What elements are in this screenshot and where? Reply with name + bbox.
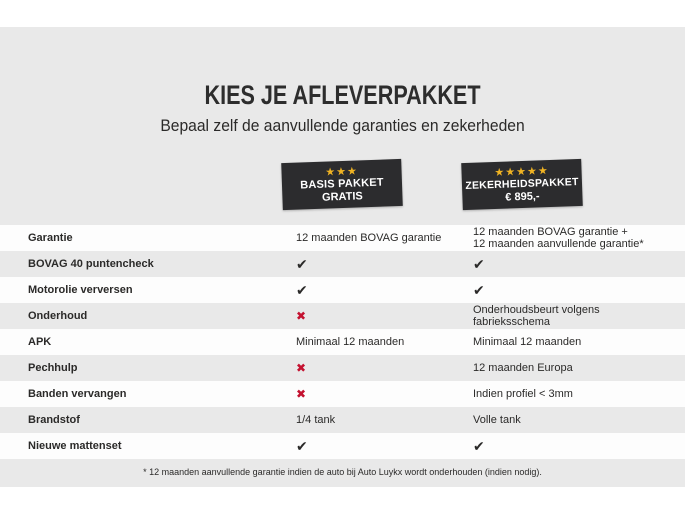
page-subtitle: Bepaal zelf de aanvullende garanties en …: [160, 116, 525, 135]
row-label: APK: [28, 336, 52, 348]
table-row-banden: Banden vervangen ✖ Indien profiel < 3mm: [0, 381, 685, 407]
comparison-table: Garantie 12 maanden BOVAG garantie 12 ma…: [0, 225, 685, 485]
package-badge-zekerheid: ★★★★★ ZEKERHEIDSPAKKET € 895,-: [461, 158, 583, 211]
check-icon: ✔: [473, 256, 485, 272]
check-icon: ✔: [473, 438, 485, 454]
cell-basis: ✖: [296, 303, 466, 329]
package-badge-basis: ★★★ BASIS PAKKET GRATIS: [281, 158, 403, 211]
row-label: Onderhoud: [28, 310, 88, 322]
table-row-onderhoud: Onderhoud ✖ Onderhoudsbeurt volgens fabr…: [0, 303, 685, 329]
row-label: BOVAG 40 puntencheck: [28, 258, 154, 270]
table-row-motorolie: Motorolie verversen ✔ ✔: [0, 277, 685, 303]
check-icon: ✔: [296, 256, 308, 272]
table-row-apk: APK Minimaal 12 maanden Minimaal 12 maan…: [0, 329, 685, 355]
check-icon: ✔: [296, 438, 308, 454]
table-row-puntencheck: BOVAG 40 puntencheck ✔ ✔: [0, 251, 685, 277]
cell-zekerheid: ✔: [473, 277, 673, 303]
cell-zekerheid: ✔: [473, 433, 673, 459]
cross-icon: ✖: [296, 387, 307, 401]
table-row-pechhulp: Pechhulp ✖ 12 maanden Europa: [0, 355, 685, 381]
cell-zekerheid: Onderhoudsbeurt volgens fabrieksschema: [473, 304, 600, 328]
cell-basis: 1/4 tank: [296, 414, 336, 426]
table-row-brandstof: Brandstof 1/4 tank Volle tank: [0, 407, 685, 433]
cell-basis: ✔: [296, 433, 466, 459]
cell-zekerheid: Minimaal 12 maanden: [473, 336, 582, 348]
footnote-text: * 12 maanden aanvullende garantie indien…: [143, 467, 542, 477]
row-label: Nieuwe mattenset: [28, 440, 122, 452]
cell-zekerheid: ✔: [473, 251, 673, 277]
content-background: [0, 27, 685, 487]
row-label: Brandstof: [28, 414, 80, 426]
cell-zekerheid: 12 maanden Europa: [473, 362, 573, 374]
cell-basis: ✔: [296, 277, 466, 303]
row-label: Pechhulp: [28, 362, 78, 374]
cell-basis: 12 maanden BOVAG garantie: [296, 232, 442, 244]
cell-basis: ✖: [296, 381, 466, 407]
footnote-row: * 12 maanden aanvullende garantie indien…: [0, 459, 685, 485]
page-title: KIES JE AFLEVERPAKKET: [204, 80, 481, 110]
cell-basis: Minimaal 12 maanden: [296, 336, 405, 348]
cell-zekerheid: Volle tank: [473, 414, 521, 426]
check-icon: ✔: [473, 282, 485, 298]
cross-icon: ✖: [296, 309, 307, 323]
row-label: Banden vervangen: [28, 388, 127, 400]
package-price: GRATIS: [321, 189, 363, 204]
cell-zekerheid: Indien profiel < 3mm: [473, 388, 573, 400]
row-label: Motorolie verversen: [28, 284, 133, 296]
cell-basis: ✔: [296, 251, 466, 277]
cell-basis: ✖: [296, 355, 466, 381]
cell-zekerheid: 12 maanden BOVAG garantie + 12 maanden a…: [473, 226, 644, 250]
package-price: € 895,-: [505, 189, 540, 204]
cross-icon: ✖: [296, 361, 307, 375]
table-row-mattenset: Nieuwe mattenset ✔ ✔: [0, 433, 685, 459]
row-label: Garantie: [28, 232, 73, 244]
check-icon: ✔: [296, 282, 308, 298]
table-row-garantie: Garantie 12 maanden BOVAG garantie 12 ma…: [0, 225, 685, 251]
